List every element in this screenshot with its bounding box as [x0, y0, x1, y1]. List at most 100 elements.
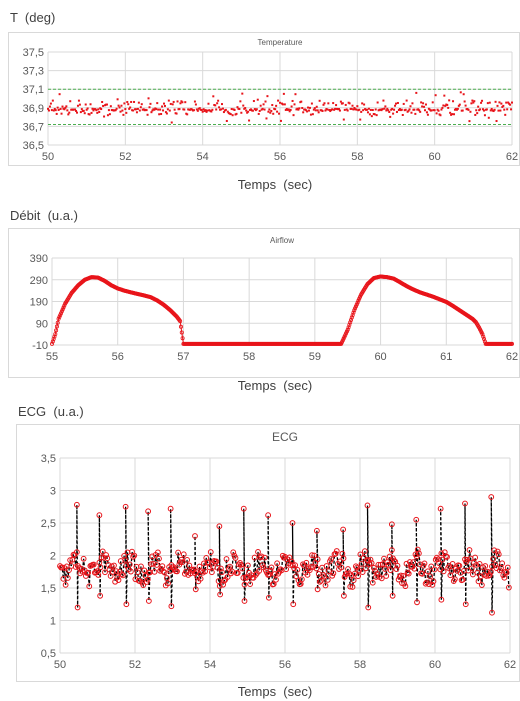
ecg-point — [131, 552, 138, 559]
ecg-point — [355, 573, 362, 580]
ecg-point — [422, 580, 429, 587]
airflow-x-tick-label: 56 — [112, 351, 124, 363]
ecg-point — [159, 563, 166, 570]
ecg-point — [348, 572, 355, 579]
temperature-point — [431, 101, 434, 104]
temperature-point — [376, 101, 379, 104]
temperature-point — [97, 108, 100, 111]
temperature-point — [409, 105, 412, 108]
temperature-point — [147, 97, 150, 100]
temperature-point — [105, 103, 108, 106]
temperature-point — [205, 110, 208, 113]
temperature-panel: T (deg) 37,5 37,3 37,1 36,9 36,7 36,5 50 52 54 56… — [0, 0, 520, 200]
ecg-point — [174, 568, 180, 575]
temperature-point — [127, 103, 130, 106]
temperature-point — [482, 109, 485, 112]
temperature-point — [274, 108, 277, 111]
ecg-point — [325, 568, 332, 575]
temperature-point — [242, 104, 245, 107]
temperature-point — [302, 111, 305, 114]
temperature-point — [383, 107, 386, 110]
ecg-point — [247, 581, 254, 588]
ecg-point — [244, 562, 251, 569]
ecg-chart: 3,5 3 2,5 2 1,5 1 0,550 52 54 56 58 60 62 ECG — [41, 430, 516, 671]
temperature-point — [306, 110, 309, 113]
temperature-point — [193, 100, 196, 103]
temperature-point — [338, 109, 341, 112]
temperature-point — [332, 102, 335, 105]
ecg-point — [291, 565, 297, 572]
temperature-point — [123, 102, 126, 105]
temperature-point — [490, 107, 493, 110]
ecg-panel: ECG (u.a.) 3,5 3 2,5 2 1,5 1 0,5 50 52 54 56 58 60 62… — [0, 400, 520, 701]
ecg-y-tick-label: 2,5 — [41, 518, 56, 530]
ecg-point — [292, 562, 299, 569]
ecg-point — [381, 555, 387, 562]
temperature-point — [259, 104, 262, 107]
ecg-point — [368, 560, 375, 566]
ecg-point — [323, 563, 330, 569]
ecg-point — [240, 505, 247, 512]
ecg-point — [448, 568, 455, 574]
temperature-point — [63, 108, 66, 111]
ecg-point — [474, 569, 481, 576]
temperature-point — [76, 111, 78, 114]
temperature-point — [75, 109, 78, 112]
ecg-point — [156, 555, 162, 562]
temperature-point — [331, 108, 334, 111]
temperature-point — [406, 110, 409, 113]
temperature-point — [64, 106, 67, 109]
airflow-point — [350, 313, 355, 318]
temperature-point — [250, 108, 252, 111]
temperature-point — [313, 107, 316, 110]
ecg-title: ECG — [272, 430, 298, 444]
temperature-point — [252, 100, 255, 103]
temperature-point — [496, 104, 499, 107]
airflow-point — [480, 332, 485, 337]
ecg-point — [134, 569, 141, 576]
temperature-point — [109, 105, 112, 108]
ecg-point — [482, 563, 489, 569]
ecg-point — [255, 548, 261, 555]
temperature-point — [51, 99, 54, 102]
ecg-point — [216, 523, 223, 530]
ecg-point — [145, 598, 152, 604]
temperature-point — [119, 110, 122, 113]
ecg-point — [251, 554, 258, 561]
ecg-point — [114, 574, 121, 581]
temperature-point — [217, 99, 220, 102]
temperature-point — [334, 107, 337, 110]
ecg-point — [431, 566, 438, 573]
ecg-point — [462, 601, 469, 608]
temperature-point — [458, 103, 461, 106]
temperature-point — [275, 104, 278, 107]
temperature-point — [308, 109, 310, 112]
temperature-point — [231, 114, 234, 117]
ecg-point — [232, 554, 239, 561]
airflow-point — [54, 324, 59, 329]
temperature-point — [90, 111, 93, 114]
airflow-point — [178, 324, 183, 329]
ecg-point — [316, 578, 323, 585]
temperature-point — [396, 101, 399, 104]
temperature-point — [437, 109, 440, 112]
temperature-point — [89, 103, 92, 106]
temperature-point — [239, 100, 242, 103]
temperature-point — [240, 111, 243, 114]
temperature-point — [77, 99, 80, 102]
ecg-x-tick-label: 56 — [279, 659, 291, 671]
temperature-point — [350, 107, 353, 110]
ecg-point — [449, 561, 456, 567]
temperature-point — [359, 118, 362, 121]
ecg-point — [192, 586, 199, 593]
temperature-point — [230, 108, 233, 111]
airflow-y-tick-label: 190 — [30, 297, 48, 309]
temperature-point — [167, 99, 170, 102]
temperature-point — [106, 114, 109, 117]
temperature-point — [440, 108, 443, 111]
temperature-point — [311, 113, 314, 116]
temperature-point — [80, 108, 83, 111]
airflow-point — [347, 322, 352, 327]
temperature-point — [218, 106, 221, 109]
temperature-point — [215, 108, 218, 111]
